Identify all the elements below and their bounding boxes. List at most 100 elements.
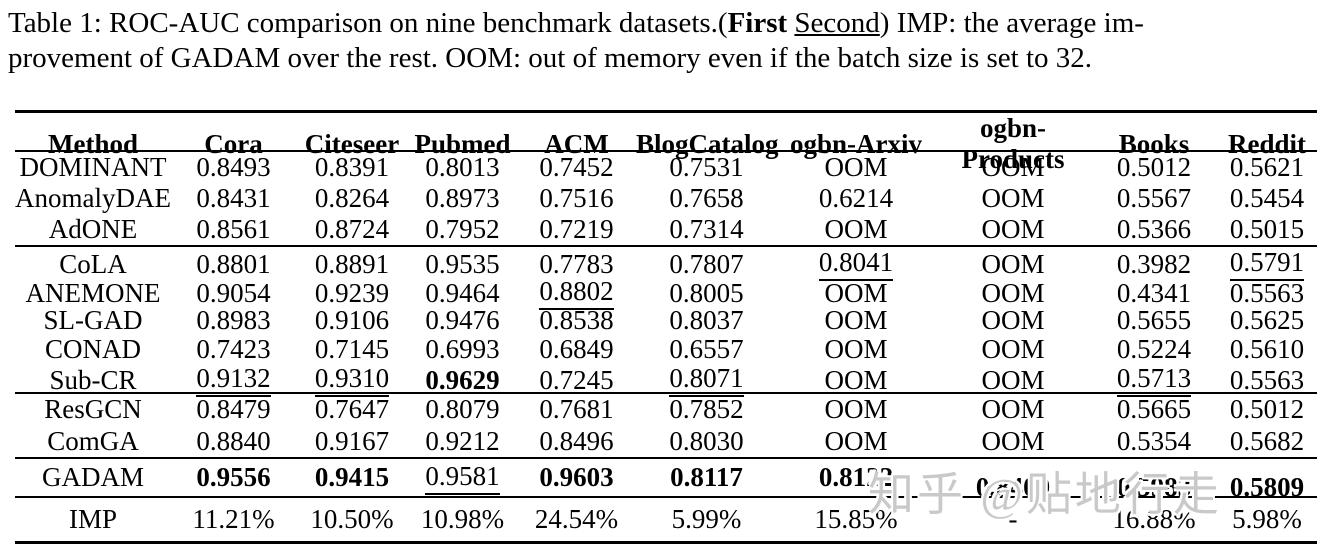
header-row: Method Cora Citeseer Pubmed ACM BlogCatalog og… xyxy=(15,113,1317,174)
table-row: ANEMONE 0.9054 0.9239 0.9464 0.8802 0.8005 OOM… xyxy=(15,276,1317,310)
table-row: ResGCN 0.8479 0.7647 0.8079 0.7681 0.7852 OOM O… xyxy=(15,394,1317,426)
table-cell: 0.7531 xyxy=(669,152,744,182)
table-cell: 0.8479 xyxy=(196,394,271,425)
table-row: CoLA 0.8801 0.8891 0.9535 0.7783 0.7807 0.8041… xyxy=(15,247,1317,281)
table-cell: 0.9556 xyxy=(196,462,271,492)
table-cell: 0.5665 xyxy=(1116,394,1192,425)
column-header: Reddit xyxy=(1227,128,1306,159)
table-cell: 0.8973 xyxy=(425,183,500,213)
table-cell: 0.7452 xyxy=(539,152,614,182)
results-table: Method Cora Citeseer Pubmed ACM BlogCatalog og… xyxy=(15,110,1317,544)
table-cell: 0.7219 xyxy=(539,214,614,244)
table-row: IMP 11.21% 10.50% 10.98% 24.54% 5.99% 15.85% - 1… xyxy=(15,498,1317,541)
table-cell: ComGA xyxy=(47,425,139,456)
table-cell: 0.7952 xyxy=(425,214,500,244)
table-cell: 0.6993 xyxy=(425,334,500,364)
table-cell: 0.8391 xyxy=(314,152,390,182)
table-cell: 0.8724 xyxy=(314,214,390,244)
table-cell: 0.5791 xyxy=(1217,247,1317,281)
table-cell: 0.5713 xyxy=(1091,363,1217,397)
horizontal-rule xyxy=(15,392,1317,394)
table-cell: 0.8030 xyxy=(669,425,744,456)
table-cell: 0.8431 xyxy=(196,183,271,213)
table-cell: AdONE xyxy=(48,214,138,244)
table-cell: 0.7807 xyxy=(669,248,744,279)
caption-line-1: Table 1: ROC-AUC comparison on nine benc… xyxy=(8,6,1332,41)
table-cell: 0.9212 xyxy=(425,425,500,456)
table-cell: 0.8493 xyxy=(196,152,271,182)
table-cell: 0.8117 xyxy=(670,462,743,492)
table-cell: GADAM xyxy=(41,462,144,492)
horizontal-rule xyxy=(15,245,1317,247)
table-cell: 0.5563 xyxy=(1229,364,1305,395)
table-cell: 0.6214 xyxy=(818,183,894,213)
table-cell: 0.8013 xyxy=(425,152,500,182)
table-cell: CONAD xyxy=(44,334,141,364)
table-cell: 0.5809 xyxy=(1229,472,1305,502)
column-header: Pubmed xyxy=(414,128,511,159)
table-cell: 0.8041 xyxy=(777,247,935,281)
row-group: GADAM 0.9556 0.9415 0.9581 0.9603 0.8117 0.812… xyxy=(15,459,1317,503)
horizontal-rule xyxy=(15,110,1317,113)
column-header: Method xyxy=(48,128,138,159)
row-group: ResGCN 0.8479 0.7647 0.8079 0.7681 0.7852 OOM O… xyxy=(15,394,1317,457)
table-cell: 0.9581 xyxy=(408,461,517,495)
column-header: Books xyxy=(1118,128,1190,159)
table-cell: 5.99% xyxy=(671,504,742,534)
column-header: BlogCatalog xyxy=(636,128,779,159)
table-cell: Sub-CR xyxy=(49,364,137,395)
table-cell: AnomalyDAE xyxy=(15,183,171,213)
table-cell: 0.7681 xyxy=(539,394,614,425)
table-cell: 0.7314 xyxy=(669,214,744,244)
table-cell: 24.54% xyxy=(534,504,619,534)
table-cell: 0.8037 xyxy=(669,305,744,335)
table-cell: 0.5012 xyxy=(1229,394,1305,425)
table-cell: 0.9054 xyxy=(196,277,271,308)
caption-text: Table 1: ROC-AUC comparison on nine benc… xyxy=(8,7,728,39)
table-cell: OOM xyxy=(824,152,888,182)
table-cell: SL-GAD xyxy=(43,305,143,335)
table-cell: 10.98% xyxy=(420,504,505,534)
table-cell: 0.5012 xyxy=(1116,152,1192,182)
column-header: ogbn-Products xyxy=(961,113,1065,174)
table-cell: 0.7783 xyxy=(539,248,614,279)
table-cell: 0.5610 xyxy=(1229,334,1305,364)
table-cell: 0.9415 xyxy=(314,462,390,492)
table-cell: 0.5354 xyxy=(1116,425,1192,456)
table-row: GADAM 0.9556 0.9415 0.9581 0.9603 0.8117 0.812… xyxy=(15,459,1317,503)
table-cell: 0.7658 xyxy=(669,183,744,213)
horizontal-rule xyxy=(15,457,1317,459)
table-cell: 0.9239 xyxy=(314,277,390,308)
table-cell: OOM xyxy=(981,214,1045,244)
table-cell: 0.9106 xyxy=(314,305,390,335)
table-cell: 0.9132 xyxy=(171,363,296,397)
table-cell: 0.8005 xyxy=(669,277,744,308)
table-cell: 0.7423 xyxy=(196,334,271,364)
table-cell: 0.6849 xyxy=(539,334,614,364)
table-cell: 0.8409 xyxy=(975,472,1051,502)
column-header: ogbn-Arxiv xyxy=(789,128,922,159)
table-cell: 0.5983 xyxy=(1116,472,1192,502)
table-cell: DOMINANT xyxy=(19,152,167,182)
table-cell: 15.85% xyxy=(814,504,898,534)
table-cell: OOM xyxy=(824,277,888,308)
caption-underlined-word: Second xyxy=(794,7,880,39)
table-cell: 0.9464 xyxy=(425,277,500,308)
table-caption: Table 1: ROC-AUC comparison on nine benc… xyxy=(8,6,1332,76)
table-cell: 0.9629 xyxy=(425,364,500,395)
horizontal-rule xyxy=(15,150,1317,152)
table-cell: OOM xyxy=(981,334,1045,364)
table-cell: ResGCN xyxy=(44,394,142,425)
table-cell: 0.8561 xyxy=(196,214,271,244)
table-cell: 0.5655 xyxy=(1116,305,1192,335)
table-cell: OOM xyxy=(981,277,1045,308)
table-cell: OOM xyxy=(981,183,1045,213)
table-cell: 0.8122 xyxy=(818,462,894,492)
horizontal-rule xyxy=(15,541,1317,544)
table-cell: OOM xyxy=(981,248,1045,279)
table-row: CONAD 0.7423 0.7145 0.6993 0.6849 0.6557 OOM OO… xyxy=(15,334,1317,364)
table-cell: 0.9167 xyxy=(314,425,390,456)
table-cell: ANEMONE xyxy=(25,277,161,308)
table-cell: 0.8264 xyxy=(314,183,390,213)
table-cell: 16.88% xyxy=(1112,504,1196,534)
